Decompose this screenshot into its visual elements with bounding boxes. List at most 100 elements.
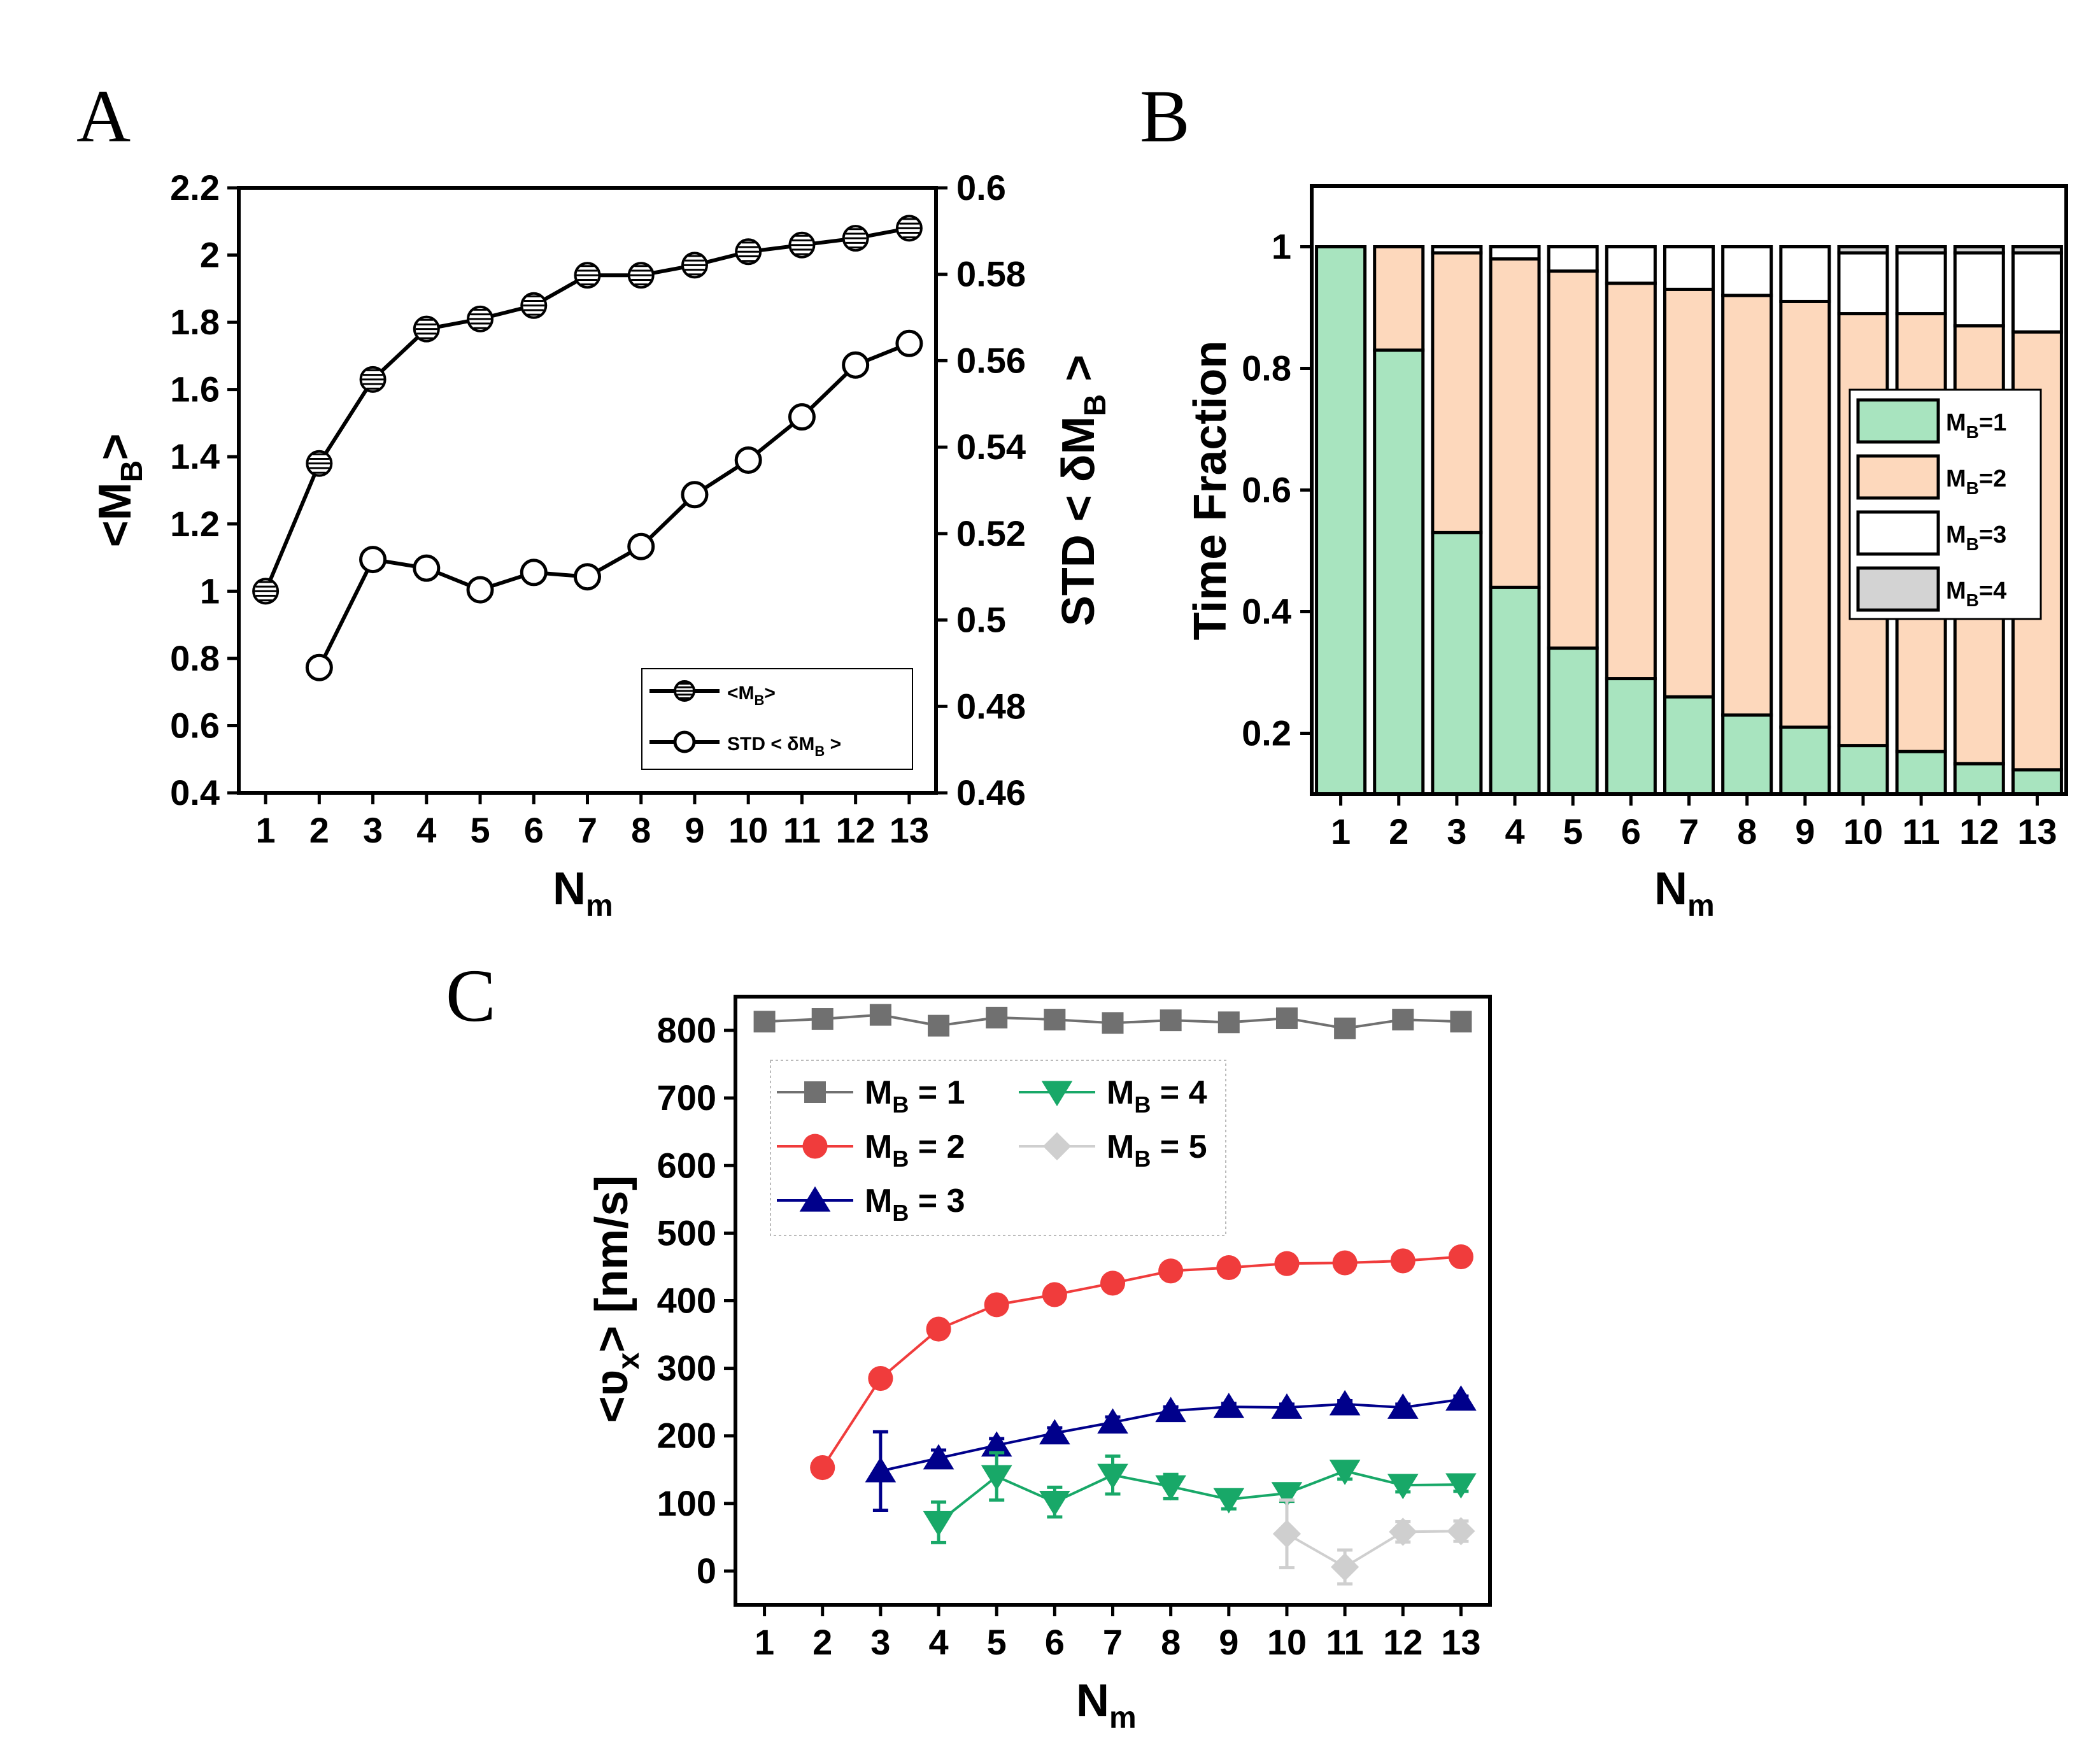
- panel-b-bar-segment: [1373, 245, 1425, 352]
- panel-c-point: [1392, 1009, 1414, 1031]
- panel-a-y2tick-label: 0.48: [956, 686, 1026, 726]
- panel-c-legend-marker-icon: [1042, 1132, 1072, 1161]
- panel-b-bar-segment: [1837, 245, 1889, 255]
- panel-a-xtick-label: 7: [578, 810, 597, 850]
- panel-c-point: [986, 1006, 1008, 1028]
- panel-c-point: [1044, 1009, 1066, 1031]
- panel-c-xtick-label: 10: [1267, 1622, 1307, 1662]
- panel-a-mean-point: [735, 238, 762, 266]
- panel-a-y2tick-label: 0.58: [956, 254, 1026, 294]
- panel-b-bar-segment: [1837, 744, 1889, 796]
- panel-b-xtick-label: 6: [1621, 811, 1641, 851]
- panel-c-point: [1039, 1491, 1070, 1516]
- panel-c-point: [1213, 1488, 1245, 1514]
- panel-a-xtick-label: 12: [836, 810, 876, 850]
- panel-c-point: [926, 1316, 951, 1342]
- panel-c-legend-label: MB = 5: [1107, 1128, 1207, 1172]
- panel-c-letter: C: [446, 954, 496, 1037]
- panel-b-ytick-label: 0.2: [1242, 713, 1291, 753]
- panel-b-xtick-label: 1: [1331, 811, 1351, 851]
- panel-c-point: [1389, 1518, 1417, 1546]
- panel-a-xtick-label: 11: [783, 810, 821, 850]
- panel-c-ylabel: <ʋx> [nm/s]: [586, 1176, 646, 1423]
- panel-c-series-line: [1286, 1530, 1461, 1568]
- panel-c-point: [1390, 1248, 1415, 1274]
- panel-b-bar-segment: [1431, 251, 1483, 534]
- panel-c-xtick-label: 2: [812, 1622, 832, 1662]
- panel-c-legend-label: MB = 1: [865, 1074, 965, 1118]
- panel-b-xtick-label: 5: [1563, 811, 1583, 851]
- panel-c-point: [1332, 1250, 1358, 1276]
- panel-c-point: [868, 1365, 893, 1391]
- panel-b-bar-segment: [1779, 245, 1831, 303]
- panel-b-ytick-label: 0.6: [1242, 470, 1291, 510]
- panel-c-point: [981, 1465, 1012, 1491]
- panel-a-std-point: [734, 446, 762, 474]
- panel-a-mean-point: [467, 305, 494, 332]
- panel-c-point: [1329, 1390, 1361, 1416]
- panel-c-xtick-label: 4: [928, 1622, 948, 1662]
- panel-a-std-point: [842, 351, 870, 379]
- panel-c-xtick-label: 5: [987, 1622, 1007, 1662]
- panel-b-bar-segment: [1953, 245, 2005, 255]
- panel-b-xtick-label: 10: [1843, 811, 1883, 851]
- panel-b-bar-segment: [1489, 585, 1541, 796]
- panel-a-letter: A: [76, 75, 131, 158]
- panel-c-ytick-label: 800: [657, 1010, 716, 1050]
- panel-b-bar-segment: [1663, 245, 1715, 291]
- panel-a-ytick-label: 1: [200, 571, 220, 611]
- panel-b-bar-segment: [1605, 245, 1657, 285]
- panel-c-xtick-label: 9: [1219, 1622, 1238, 1662]
- panel-b-legend-swatch: [1856, 398, 1940, 444]
- panel-a-xlabel: Nm: [553, 864, 613, 923]
- panel-a-xtick-label: 9: [685, 810, 704, 850]
- panel-c-ytick-label: 600: [657, 1145, 716, 1185]
- panel-b-ytick-label: 0.8: [1242, 348, 1291, 388]
- panel-a-ytick-label: 0.6: [170, 705, 220, 745]
- panel-b-bar-segment: [1953, 762, 2005, 796]
- panel-b-bar-segment: [1721, 245, 1773, 297]
- panel-a-xtick-label: 13: [890, 810, 929, 850]
- panel-c-point: [1042, 1282, 1067, 1307]
- panel-b-legend: MB=1 MB=2 MB=3 MB=4: [1848, 388, 2042, 620]
- panel-c-xtick-label: 8: [1161, 1622, 1181, 1662]
- panel-a-y2tick-label: 0.54: [956, 427, 1026, 467]
- panel-b-legend-label: MB=4: [1946, 578, 2006, 610]
- panel-b-bar-segment: [2011, 768, 2063, 796]
- panel-a-std-point: [627, 532, 655, 560]
- panel-b-bar-segment: [1837, 251, 1889, 316]
- panel-b-ytick-label: 0.4: [1242, 592, 1291, 632]
- panel-c-point: [1447, 1517, 1475, 1546]
- panel-b-xtick-label: 9: [1795, 811, 1815, 851]
- panel-c-point: [811, 1008, 834, 1030]
- panel-c-xtick-label: 12: [1383, 1622, 1422, 1662]
- panel-b-bar-segment: [1663, 695, 1715, 796]
- panel-b-bar-segment: [1315, 245, 1367, 796]
- panel-a-ytick-label: 2.2: [170, 167, 220, 208]
- panel-b-legend-swatch: [1856, 454, 1940, 500]
- panel-c-point: [1216, 1255, 1242, 1281]
- panel-c-series-line: [821, 1255, 1461, 1469]
- panel-c-point: [1387, 1474, 1419, 1500]
- panel-c-point: [1387, 1393, 1419, 1419]
- panel-a-xtick-label: 5: [470, 810, 490, 850]
- panel-a-xtick-label: 8: [631, 810, 651, 850]
- panel-a-y2tick-label: 0.5: [956, 600, 1006, 640]
- panel-b-bar-segment: [2011, 251, 2063, 334]
- panel-a-std-point: [895, 329, 923, 357]
- panel-a-legend-marker-mean: [674, 680, 695, 702]
- panel-b-bar-segment: [1373, 348, 1425, 796]
- panel-a-legend-label-mean: <MB>: [727, 683, 776, 708]
- panel-c-legend: MB = 1 MB = 2 MB = 3 MB = 4 MB = 5: [770, 1060, 1226, 1236]
- panel-c-series-3: [865, 1385, 1477, 1512]
- panel-a-xtick-label: 2: [309, 810, 329, 850]
- panel-c-xtick-label: 11: [1326, 1622, 1364, 1662]
- panel-b-legend-label: MB=3: [1946, 522, 2006, 554]
- panel-c-point: [1271, 1482, 1303, 1508]
- panel-c-point: [1450, 1011, 1472, 1033]
- panel-a-y2tick-label: 0.46: [956, 772, 1026, 813]
- panel-c-series-1: [753, 1004, 1472, 1039]
- panel-a-ytick-label: 0.8: [170, 638, 220, 678]
- panel-c-legend-label: MB = 4: [1107, 1074, 1207, 1118]
- panel-a-mean-point: [895, 215, 923, 242]
